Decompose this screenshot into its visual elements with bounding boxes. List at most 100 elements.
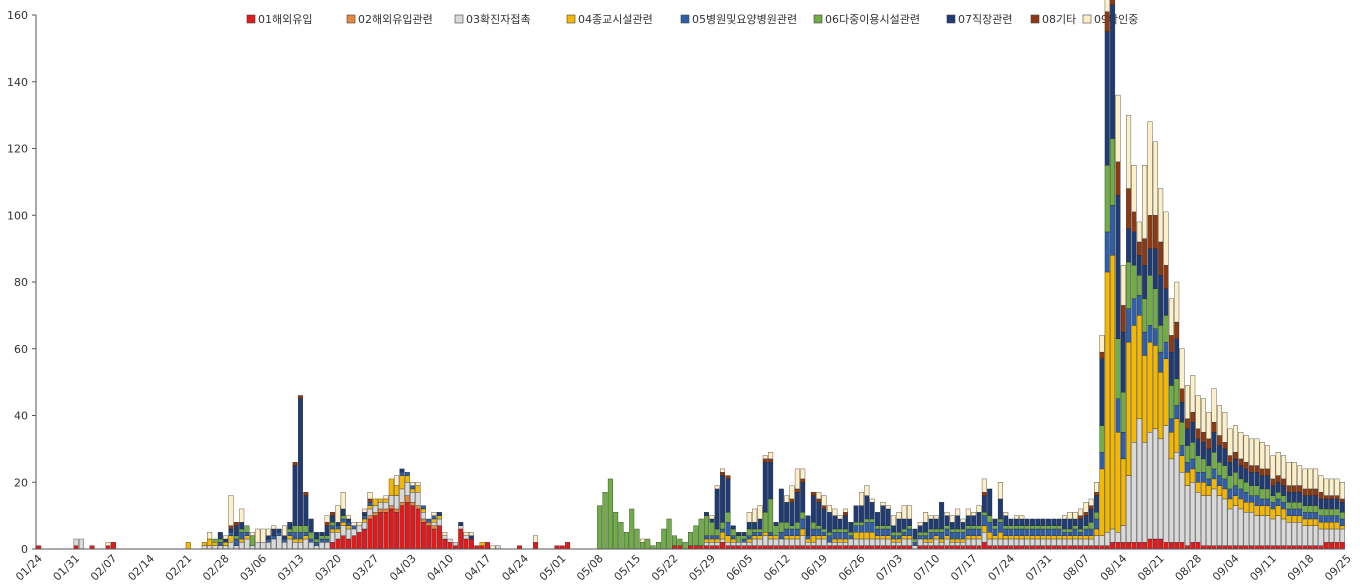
- bar-segment: [800, 512, 806, 520]
- bar-segment: [1318, 528, 1324, 546]
- bar-segment: [1329, 522, 1335, 530]
- bar-segment: [901, 538, 907, 546]
- bar-segment: [228, 542, 234, 550]
- bar-segment: [778, 532, 784, 540]
- bar-segment: [1195, 455, 1201, 473]
- bar-segment: [810, 542, 816, 546]
- bar-segment: [976, 505, 982, 513]
- bar-segment: [404, 475, 410, 483]
- bar-segment: [239, 538, 245, 543]
- bar-segment: [1275, 505, 1281, 516]
- bar-segment: [233, 522, 239, 526]
- bar-segment: [923, 512, 929, 523]
- bar-segment: [832, 515, 838, 530]
- bar-segment: [885, 538, 891, 546]
- bar-segment: [1281, 455, 1287, 480]
- bar-segment: [1265, 505, 1270, 516]
- bar-segment: [869, 532, 875, 540]
- bar-segment: [842, 515, 848, 530]
- bar-segment: [1083, 528, 1089, 536]
- bar-segment: [228, 495, 234, 526]
- bar-segment: [1152, 215, 1158, 249]
- bar-segment: [1094, 528, 1100, 536]
- legend-label: 03확진자접촉: [466, 13, 531, 26]
- bar-segment: [896, 518, 902, 533]
- bar-segment: [1238, 478, 1244, 490]
- bar-segment: [971, 538, 977, 546]
- bar-segment: [944, 545, 950, 550]
- bar-segment: [939, 502, 945, 530]
- bar-segment: [1339, 525, 1345, 530]
- bar-segment: [704, 512, 709, 516]
- bar-segment: [682, 542, 688, 550]
- bar-segment: [853, 545, 859, 550]
- bar-segment: [736, 535, 742, 543]
- bar-segment: [1094, 518, 1100, 530]
- bar-segment: [912, 528, 918, 540]
- bar-segment: [923, 545, 929, 550]
- bar-segment: [249, 545, 255, 550]
- bar-segment: [1072, 518, 1078, 526]
- bar-segment: [372, 498, 378, 506]
- bar-segment: [78, 538, 84, 550]
- bar-segment: [1088, 535, 1094, 540]
- bar-segment: [1243, 468, 1249, 483]
- bar-segment: [1168, 542, 1174, 550]
- bar-segment: [1275, 545, 1281, 550]
- bar-segment: [816, 545, 822, 550]
- bar-segment: [1265, 475, 1270, 490]
- bar-segment: [997, 482, 1003, 500]
- bar-segment: [821, 505, 827, 510]
- bar-segment: [1249, 495, 1254, 503]
- bar-segment: [1136, 275, 1142, 296]
- bar-segment: [1190, 542, 1196, 550]
- bar-segment: [848, 532, 854, 536]
- bar-segment: [1120, 265, 1126, 306]
- bar-segment: [842, 528, 848, 533]
- bar-segment: [1211, 488, 1217, 546]
- bar-segment: [1200, 458, 1206, 473]
- bar-segment: [816, 528, 822, 536]
- bar-segment: [800, 478, 806, 483]
- bar-segment: [1099, 545, 1105, 550]
- bar-segment: [613, 512, 619, 550]
- bar-segment: [271, 538, 277, 550]
- bar-segment: [725, 542, 731, 546]
- bar-segment: [420, 505, 426, 510]
- bar-segment: [415, 482, 421, 486]
- bar-segment: [971, 525, 977, 530]
- bar-segment: [1339, 498, 1345, 503]
- bar-segment: [1200, 472, 1206, 483]
- bar-segment: [762, 535, 768, 546]
- bar-segment: [239, 528, 245, 533]
- bar-segment: [1078, 528, 1083, 533]
- bar-segment: [1078, 538, 1083, 546]
- bar-segment: [1126, 542, 1132, 550]
- bar-segment: [1259, 498, 1265, 506]
- bar-segment: [1334, 528, 1340, 543]
- bar-segment: [981, 492, 987, 496]
- bar-segment: [233, 545, 239, 550]
- bar-segment: [276, 535, 282, 550]
- bar-segment: [933, 538, 939, 546]
- bar-segment: [474, 545, 480, 550]
- bar-segment: [223, 538, 229, 543]
- bar-segment: [362, 528, 368, 550]
- y-axis: 0 20 40 60 80 100 120 140 160: [7, 9, 37, 556]
- bar-segment: [1281, 518, 1287, 546]
- bar-segment: [1008, 545, 1014, 550]
- bar-segment: [1323, 542, 1329, 550]
- y-tick-label: 0: [21, 543, 28, 556]
- bar-segment: [875, 528, 880, 536]
- bar-segment: [436, 512, 442, 516]
- bar-segment: [367, 508, 373, 516]
- bar-segment: [768, 462, 774, 500]
- x-axis: 01/24 01/31 02/07 02/14 02/21 02/28 03/06 03/13…: [13, 548, 1360, 584]
- x-tick-label: 09/11: [1247, 552, 1279, 584]
- bar-segment: [319, 535, 325, 540]
- bar-segment: [565, 542, 571, 550]
- bar-segment: [1008, 538, 1014, 546]
- bar-segment: [891, 538, 896, 543]
- bar-segment: [1131, 265, 1137, 299]
- bar-segment: [1286, 485, 1292, 493]
